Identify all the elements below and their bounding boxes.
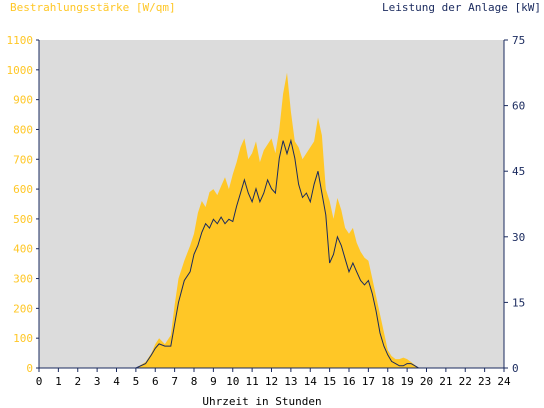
left-tick-label: 900 <box>13 94 33 107</box>
x-tick-label: 5 <box>133 375 140 388</box>
x-tick-label: 2 <box>74 375 81 388</box>
x-tick-label: 9 <box>210 375 217 388</box>
x-tick-label: 23 <box>478 375 491 388</box>
x-tick-label: 18 <box>381 375 394 388</box>
left-tick-label: 300 <box>13 273 33 286</box>
x-tick-label: 4 <box>113 375 120 388</box>
right-tick-label: 15 <box>512 296 525 309</box>
right-tick-label: 75 <box>512 34 525 47</box>
series-layer <box>39 72 504 369</box>
x-tick-label: 20 <box>420 375 433 388</box>
power-line <box>39 138 504 369</box>
left-tick-label: 700 <box>13 153 33 166</box>
x-tick-label: 24 <box>497 375 511 388</box>
x-tick-label: 6 <box>152 375 159 388</box>
left-tick-label: 600 <box>13 183 33 196</box>
left-tick-label: 1000 <box>7 64 34 77</box>
left-tick-label: 800 <box>13 123 33 136</box>
x-tick-label: 16 <box>342 375 355 388</box>
ticks-layer: 0100200300400500600700800900100011000153… <box>7 34 526 388</box>
x-tick-label: 22 <box>459 375 472 388</box>
x-tick-label: 10 <box>226 375 239 388</box>
right-axis-title: Leistung der Anlage [kW] <box>382 1 541 14</box>
x-tick-label: 8 <box>191 375 198 388</box>
irradiance-area <box>39 72 504 369</box>
x-tick-label: 14 <box>304 375 318 388</box>
left-tick-label: 100 <box>13 332 33 345</box>
x-tick-label: 17 <box>362 375 375 388</box>
x-tick-label: 1 <box>55 375 62 388</box>
left-tick-label: 0 <box>26 362 33 375</box>
x-tick-label: 11 <box>246 375 259 388</box>
x-tick-label: 13 <box>284 375 297 388</box>
x-tick-label: 0 <box>36 375 43 388</box>
left-axis-title: Bestrahlungsstärke [W/qm] <box>10 1 176 14</box>
left-tick-label: 1100 <box>7 34 34 47</box>
right-tick-label: 45 <box>512 165 525 178</box>
left-tick-label: 400 <box>13 243 33 256</box>
x-tick-label: 21 <box>439 375 452 388</box>
x-tick-label: 19 <box>401 375 414 388</box>
x-tick-label: 15 <box>323 375 336 388</box>
left-tick-label: 500 <box>13 213 33 226</box>
x-axis-title: Uhrzeit in Stunden <box>202 395 321 408</box>
left-tick-label: 200 <box>13 302 33 315</box>
right-tick-label: 60 <box>512 100 525 113</box>
x-tick-label: 3 <box>94 375 101 388</box>
x-tick-label: 12 <box>265 375 278 388</box>
right-tick-label: 30 <box>512 231 525 244</box>
x-tick-label: 7 <box>171 375 178 388</box>
right-tick-label: 0 <box>512 362 519 375</box>
